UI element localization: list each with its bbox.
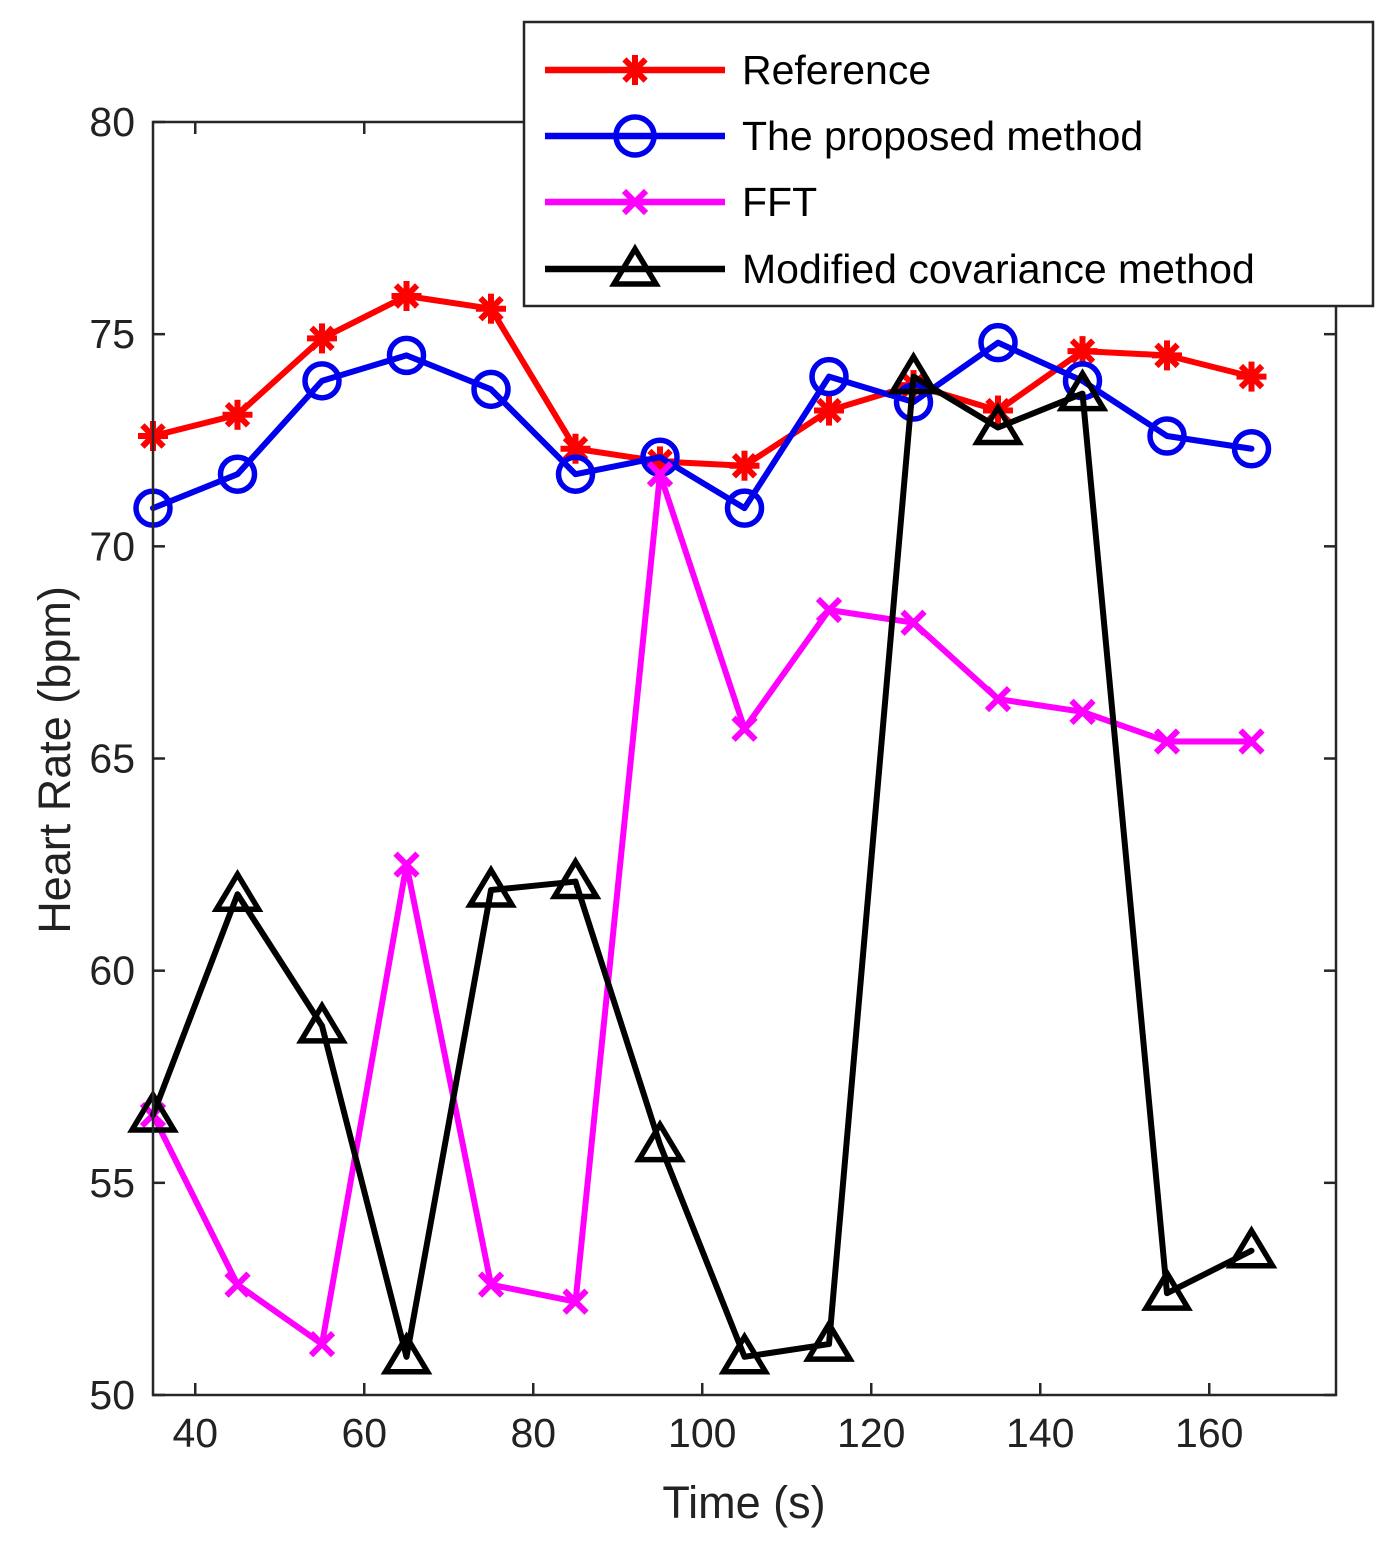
data-point-modified-covariance-method xyxy=(718,1331,771,1375)
data-point-modified-covariance-method xyxy=(211,868,264,913)
data-point-the-proposed-method xyxy=(978,322,1018,363)
data-point-modified-covariance-method xyxy=(972,402,1024,446)
series-modified-covariance-method xyxy=(127,351,1278,1375)
x-tick-label: 40 xyxy=(172,1410,218,1456)
x-tick-label: 120 xyxy=(837,1410,905,1456)
data-point-fft xyxy=(984,685,1012,713)
data-point-reference xyxy=(814,395,844,426)
data-point-fft xyxy=(646,461,674,488)
y-axis-title: Heart Rate (bpm) xyxy=(29,586,80,934)
data-point-the-proposed-method xyxy=(471,369,511,410)
x-tick-label: 140 xyxy=(1006,1410,1074,1456)
data-point-the-proposed-method xyxy=(302,361,342,401)
data-point-modified-covariance-method xyxy=(634,1119,686,1163)
data-point-reference xyxy=(222,399,253,430)
legend: Reference The proposed method FFT Modified … xyxy=(522,20,1375,308)
series-layer xyxy=(127,280,1278,1375)
data-point-fft xyxy=(1238,728,1265,755)
data-point-fft xyxy=(1153,728,1181,755)
data-point-modified-covariance-method xyxy=(549,856,602,900)
data-point-fft xyxy=(224,1271,251,1298)
legend-label: Modified covariance method xyxy=(742,246,1255,292)
data-point-modified-covariance-method xyxy=(296,1000,348,1044)
data-point-fft xyxy=(308,1330,336,1358)
x-axis-title: Time (s) xyxy=(662,1477,825,1528)
x-tick-label: 60 xyxy=(341,1410,387,1456)
y-tick-label: 80 xyxy=(89,99,135,145)
x-tick-label: 100 xyxy=(668,1410,736,1456)
x-tick-label: 160 xyxy=(1175,1410,1243,1456)
tick-labels: 40 60 80 100 120 140 160 50 55 60 65 70 75 80 xyxy=(89,99,1243,1456)
data-point-modified-covariance-method xyxy=(1225,1225,1278,1269)
data-point-fft xyxy=(477,1271,505,1298)
data-point-fft xyxy=(393,851,420,878)
data-point-reference xyxy=(307,323,337,354)
data-point-the-proposed-method xyxy=(1231,428,1272,469)
data-point-fft xyxy=(1069,698,1096,725)
y-tick-label: 50 xyxy=(89,1372,135,1418)
data-point-the-proposed-method xyxy=(1147,416,1187,456)
data-point-the-proposed-method xyxy=(555,454,596,494)
data-point-modified-covariance-method xyxy=(465,864,517,908)
legend-marker xyxy=(621,188,649,216)
y-tick-label: 75 xyxy=(89,311,135,357)
legend-item-fft: FFT xyxy=(545,179,817,225)
data-point-modified-covariance-method xyxy=(380,1331,433,1375)
data-point-the-proposed-method xyxy=(217,454,258,494)
series-line-reference xyxy=(150,292,1255,469)
legend-label: FFT xyxy=(742,179,817,225)
data-point-reference xyxy=(476,293,506,324)
data-point-fft xyxy=(731,715,758,742)
data-point-reference xyxy=(1067,336,1098,367)
data-point-reference xyxy=(391,280,422,311)
legend-marker xyxy=(613,114,657,158)
legend-item-modified-covariance-method: Modified covariance method xyxy=(545,243,1255,292)
data-point-modified-covariance-method xyxy=(887,351,940,395)
legend-label: Reference xyxy=(742,47,931,93)
y-tick-label: 60 xyxy=(89,948,135,994)
data-point-the-proposed-method xyxy=(386,335,427,376)
series-fft xyxy=(139,461,1265,1358)
legend-item-reference: Reference xyxy=(545,47,931,93)
data-point-modified-covariance-method xyxy=(1056,368,1109,412)
legend-label: The proposed method xyxy=(742,113,1143,159)
legend-marker xyxy=(620,55,650,85)
x-tick-label: 80 xyxy=(510,1410,556,1456)
series-the-proposed-method xyxy=(133,322,1272,528)
y-tick-label: 55 xyxy=(89,1160,135,1206)
legend-marker xyxy=(609,243,661,287)
data-point-fft xyxy=(562,1288,589,1315)
legend-item-the-proposed-method: The proposed method xyxy=(545,113,1143,159)
data-point-modified-covariance-method xyxy=(803,1318,855,1362)
data-point-modified-covariance-method xyxy=(1141,1267,1193,1311)
y-tick-label: 70 xyxy=(89,523,135,569)
data-point-fft xyxy=(900,609,927,636)
data-point-reference xyxy=(1152,340,1182,371)
data-point-fft xyxy=(815,596,843,624)
data-point-reference xyxy=(729,450,760,481)
series-line-fft xyxy=(150,471,1255,1348)
y-tick-label: 65 xyxy=(89,736,135,782)
data-point-reference xyxy=(1236,361,1267,392)
data-point-the-proposed-method xyxy=(724,488,765,528)
data-point-the-proposed-method xyxy=(809,356,849,397)
